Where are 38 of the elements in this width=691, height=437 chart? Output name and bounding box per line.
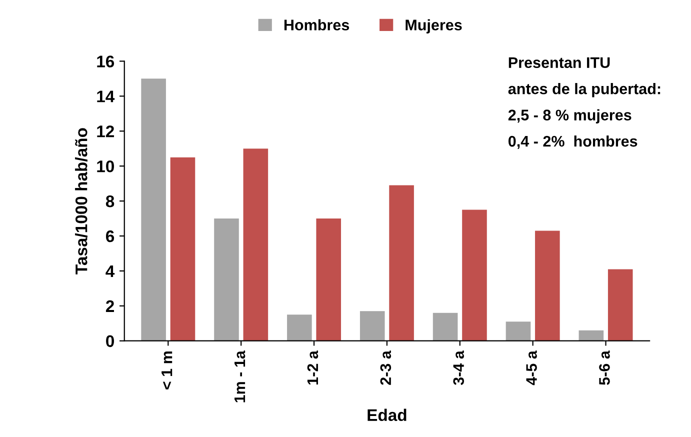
annotation: Presentan ITU — [508, 57, 610, 68]
bar — [432, 312, 458, 341]
bar — [462, 210, 487, 341]
x-tick-label: 1-2 a — [307, 350, 318, 384]
bar — [170, 157, 196, 341]
x-tick-label: 2-3 a — [380, 350, 392, 385]
bar — [608, 269, 633, 341]
bar — [535, 230, 560, 341]
x-tick-label: < 1 m — [162, 352, 172, 390]
y-tick-label: 16 — [97, 56, 114, 68]
annotation: 2,5 - 8 % mujeres — [508, 109, 632, 124]
y-tick-label: 6 — [106, 230, 114, 242]
annotation: antes de la pubertad: — [508, 83, 660, 98]
bar — [316, 218, 342, 341]
y-axis-title: Tasa/1000 hab/año — [75, 128, 88, 274]
y-tick-label: 2 — [106, 300, 114, 312]
x-tick-label: 4-5 a — [526, 350, 537, 386]
y-tick-label: 12 — [97, 126, 114, 138]
y-tick-label: 8 — [106, 195, 114, 208]
y-tick-label: 10 — [97, 160, 114, 172]
y-tick-label: 4 — [106, 266, 115, 277]
bar — [287, 314, 312, 341]
bar — [243, 148, 268, 341]
x-tick-label: 1m - 1a — [234, 350, 246, 402]
legend-label: Mujeres — [406, 19, 462, 34]
bar — [141, 78, 166, 341]
x-tick-label: 5-6 a — [599, 350, 610, 385]
bar — [506, 322, 531, 341]
bar — [389, 185, 414, 341]
bar — [214, 218, 239, 341]
y-tick-label: 0 — [106, 335, 114, 348]
bar — [578, 330, 604, 341]
x-tick-label: 3-4 a — [453, 350, 464, 386]
x-axis-title: Edad — [368, 408, 406, 422]
bar — [360, 311, 385, 341]
annotation: 0,4 - 2% hombres — [508, 135, 638, 149]
y-tick-label: 14 — [97, 90, 115, 102]
legend-label: Hombres — [284, 19, 350, 30]
